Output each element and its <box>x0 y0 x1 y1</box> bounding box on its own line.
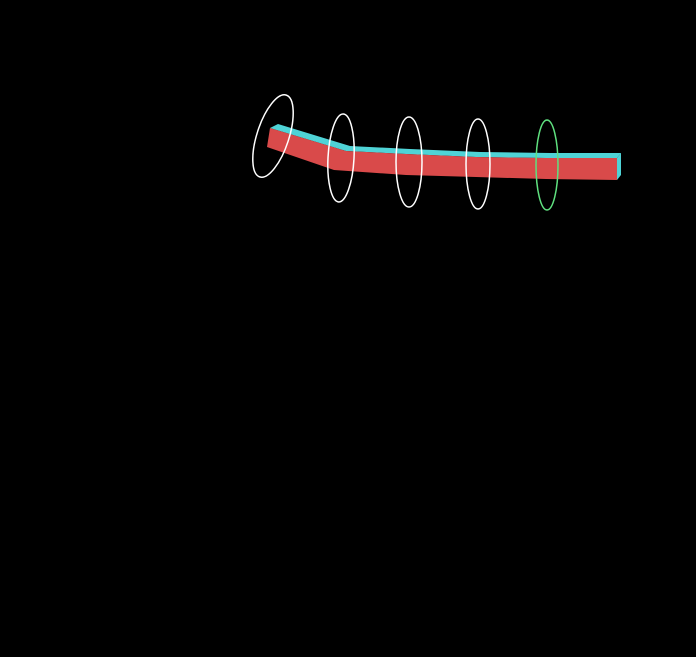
ring-handles <box>244 90 559 211</box>
beam <box>267 124 621 180</box>
beam-top-face <box>270 124 621 158</box>
beam-end-cap <box>617 153 621 180</box>
ring-handle[interactable] <box>395 116 423 208</box>
beam-front-face <box>267 128 617 180</box>
ring-handle-selected[interactable] <box>535 119 559 211</box>
ring-handle[interactable] <box>465 118 491 210</box>
ring-handle[interactable] <box>326 113 357 203</box>
ring-handle[interactable] <box>244 90 301 182</box>
